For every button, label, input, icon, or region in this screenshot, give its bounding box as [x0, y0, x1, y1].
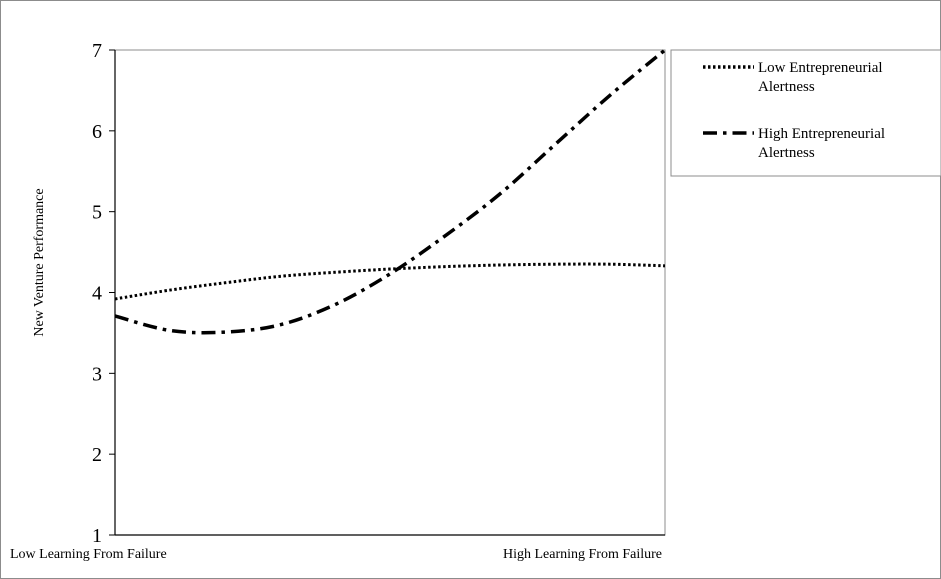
- y-tick-label: 6: [92, 121, 102, 143]
- y-axis-ticks: 1 2 3 4 5 6 7: [92, 40, 115, 547]
- y-tick-label: 1: [92, 525, 102, 547]
- series-group: [115, 48, 665, 335]
- y-tick-label: 7: [92, 40, 102, 62]
- y-tick-label: 4: [92, 283, 102, 305]
- y-axis-label: New Venture Performance: [32, 188, 47, 336]
- x-label-high: High Learning From Failure: [503, 547, 662, 562]
- legend-item: High Entrepreneurial Alertness: [703, 126, 885, 161]
- plot-area: [114, 49, 666, 536]
- legend-label: High Entrepreneurial Alertness: [758, 126, 885, 161]
- y-tick-label: 5: [92, 202, 102, 224]
- legend-item: Low Entrepreneurial Alertness: [703, 60, 883, 95]
- x-axis-labels: Low Learning From Failure High Learning F…: [10, 547, 662, 562]
- series-line-low-alertness: [115, 262, 665, 301]
- legend-label: Low Entrepreneurial Alertness: [758, 60, 883, 95]
- y-tick-label: 2: [92, 444, 102, 466]
- x-label-low: Low Learning From Failure: [10, 547, 167, 562]
- plot-frame: [114, 49, 666, 536]
- legend: Low Entrepreneurial Alertness High Entrepr…: [670, 49, 941, 177]
- y-tick-label: 3: [92, 363, 102, 385]
- series-line-high-alertness: [115, 48, 665, 335]
- legend-box: [670, 49, 941, 177]
